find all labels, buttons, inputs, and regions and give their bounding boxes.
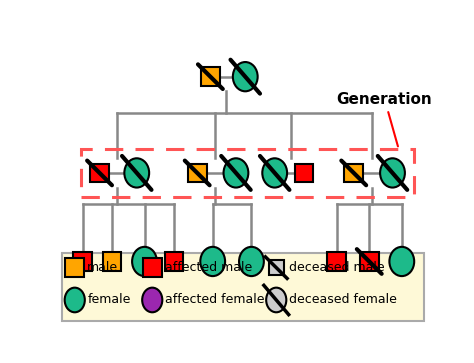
Ellipse shape: [239, 247, 264, 276]
Bar: [143, 258, 162, 277]
Bar: [73, 252, 92, 271]
Ellipse shape: [64, 287, 85, 312]
Ellipse shape: [266, 287, 286, 312]
Text: Generation: Generation: [337, 91, 432, 146]
Bar: [360, 252, 379, 271]
Ellipse shape: [132, 247, 157, 276]
Bar: [90, 164, 109, 182]
Text: affected female: affected female: [165, 293, 265, 306]
Bar: [201, 68, 219, 86]
Bar: [65, 258, 84, 277]
Ellipse shape: [124, 158, 149, 188]
Bar: [345, 164, 363, 182]
Bar: [328, 252, 346, 271]
Text: male: male: [86, 261, 118, 274]
Bar: [295, 164, 313, 182]
FancyBboxPatch shape: [62, 253, 424, 321]
Text: female: female: [88, 293, 131, 306]
Text: deceased female: deceased female: [290, 293, 397, 306]
Bar: [164, 252, 183, 271]
Ellipse shape: [380, 158, 405, 188]
Ellipse shape: [224, 158, 248, 188]
Ellipse shape: [390, 247, 414, 276]
Bar: [188, 164, 207, 182]
Ellipse shape: [233, 62, 258, 91]
Text: affected male: affected male: [165, 261, 253, 274]
Text: deceased male: deceased male: [290, 261, 385, 274]
Ellipse shape: [262, 158, 287, 188]
Bar: [103, 252, 121, 271]
Ellipse shape: [142, 287, 162, 312]
Ellipse shape: [201, 247, 225, 276]
Bar: [268, 260, 284, 275]
